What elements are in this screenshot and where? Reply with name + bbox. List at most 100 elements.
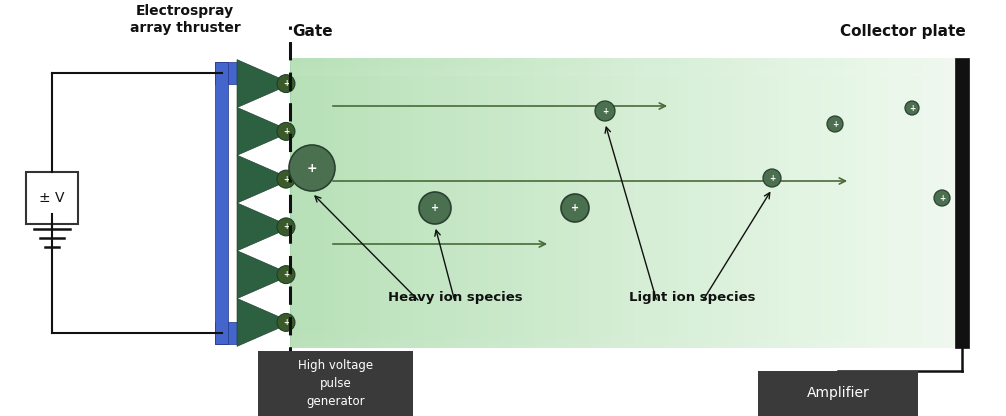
Circle shape <box>277 74 295 93</box>
Circle shape <box>289 145 335 191</box>
Text: +: + <box>832 119 838 129</box>
Text: Amplifier: Amplifier <box>807 386 869 401</box>
Bar <box>457 58 468 348</box>
Text: +: + <box>571 203 579 213</box>
Bar <box>323 58 334 348</box>
Bar <box>578 58 590 348</box>
Bar <box>933 58 944 348</box>
Bar <box>290 336 955 337</box>
Bar <box>866 58 877 348</box>
Bar <box>667 58 678 348</box>
Circle shape <box>277 313 295 332</box>
Circle shape <box>934 190 950 206</box>
Polygon shape <box>237 203 292 251</box>
Bar <box>601 58 612 348</box>
Bar <box>290 74 955 75</box>
Bar <box>689 58 700 348</box>
Bar <box>888 58 899 348</box>
Bar <box>400 58 411 348</box>
Bar <box>446 58 457 348</box>
Bar <box>290 70 955 71</box>
Bar <box>789 58 800 348</box>
Polygon shape <box>237 59 292 108</box>
Bar <box>678 58 689 348</box>
Bar <box>290 59 955 60</box>
Bar <box>656 58 667 348</box>
Bar <box>290 339 955 340</box>
Text: Collector plate: Collector plate <box>840 24 966 39</box>
Bar <box>367 58 378 348</box>
Bar <box>855 58 866 348</box>
Circle shape <box>561 194 589 222</box>
Bar <box>899 58 910 348</box>
Bar <box>512 58 523 348</box>
Circle shape <box>277 266 295 284</box>
Bar <box>811 58 822 348</box>
Polygon shape <box>237 107 292 155</box>
Text: +: + <box>283 270 289 279</box>
Bar <box>833 58 844 348</box>
Bar <box>215 62 237 84</box>
Circle shape <box>905 101 919 115</box>
Bar <box>389 58 400 348</box>
Bar <box>26 172 78 224</box>
Bar <box>700 58 711 348</box>
Bar <box>612 58 623 348</box>
Bar <box>290 58 301 348</box>
Bar <box>290 67 955 68</box>
Bar <box>877 58 888 348</box>
Bar <box>312 58 323 348</box>
Polygon shape <box>237 250 292 299</box>
Bar <box>290 69 955 70</box>
Bar <box>290 331 955 332</box>
Bar <box>356 58 367 348</box>
Bar <box>290 334 955 335</box>
Bar <box>334 58 345 348</box>
Text: ± V: ± V <box>39 191 64 205</box>
Bar <box>711 58 722 348</box>
Bar <box>290 72 955 73</box>
Bar <box>758 371 918 416</box>
Bar <box>423 58 434 348</box>
Text: +: + <box>283 175 289 183</box>
Bar <box>567 58 578 348</box>
Bar <box>290 341 955 342</box>
Circle shape <box>277 218 295 236</box>
Bar <box>722 58 733 348</box>
Bar <box>290 58 955 59</box>
Polygon shape <box>290 103 292 160</box>
Bar <box>290 63 955 64</box>
Bar <box>290 342 955 343</box>
Polygon shape <box>290 55 292 112</box>
Text: +: + <box>939 193 945 203</box>
Circle shape <box>763 169 781 187</box>
Bar <box>290 332 955 333</box>
Bar <box>258 351 413 416</box>
Bar <box>744 58 756 348</box>
Bar <box>944 58 955 348</box>
Bar <box>590 58 601 348</box>
Circle shape <box>277 122 295 140</box>
Text: Electrospray
array thruster: Electrospray array thruster <box>130 4 240 35</box>
Circle shape <box>827 116 843 132</box>
Bar <box>290 343 955 344</box>
Bar <box>411 58 423 348</box>
Bar <box>756 58 767 348</box>
Text: +: + <box>283 127 289 136</box>
Bar <box>955 58 969 348</box>
Bar <box>290 347 955 348</box>
Polygon shape <box>237 298 292 347</box>
Text: +: + <box>602 106 608 116</box>
Bar <box>290 346 955 347</box>
Bar <box>490 58 501 348</box>
Bar <box>921 58 933 348</box>
Polygon shape <box>290 294 292 351</box>
Circle shape <box>277 170 295 188</box>
Bar <box>556 58 567 348</box>
Bar <box>778 58 789 348</box>
Bar <box>290 335 955 336</box>
Bar <box>290 337 955 338</box>
Text: High voltage
pulse
generator: High voltage pulse generator <box>298 359 373 408</box>
Bar <box>844 58 855 348</box>
Bar <box>290 75 955 76</box>
